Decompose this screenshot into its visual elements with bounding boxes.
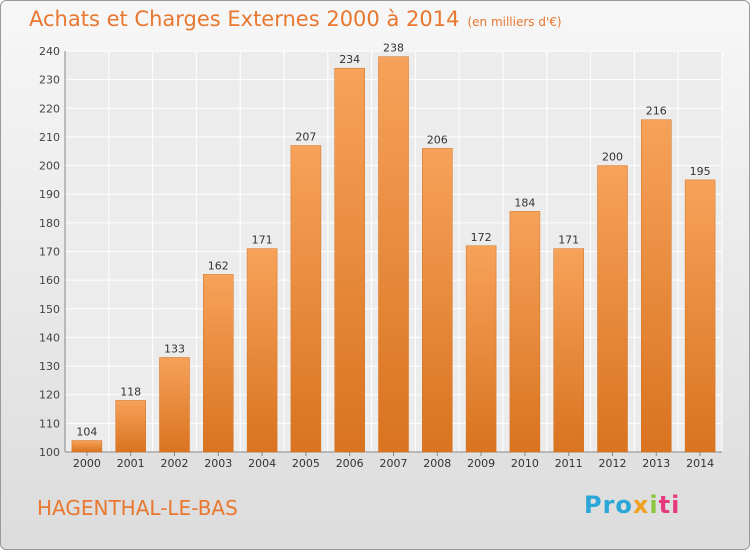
value-label-2007: 238	[383, 42, 404, 55]
bar-2011	[553, 248, 584, 453]
x-tick-label-2004: 2004	[248, 457, 276, 470]
chart-subtitle: (en milliers d'€)	[467, 15, 562, 29]
y-tick-label: 130	[39, 360, 60, 373]
bar-2009	[465, 245, 497, 453]
bar-2008	[422, 148, 453, 453]
x-tick-label-2002: 2002	[161, 457, 189, 470]
y-tick-label: 190	[39, 188, 60, 201]
y-tick-label: 220	[39, 102, 60, 115]
value-label-2008: 206	[427, 133, 448, 146]
x-tick-label-2009: 2009	[467, 457, 495, 470]
value-label-2011: 171	[558, 234, 579, 247]
logo-part-3: i	[649, 491, 659, 519]
chart-title-text: Achats et Charges Externes 2000 à 2014	[29, 7, 460, 31]
y-tick-label: 120	[39, 389, 60, 402]
bar-2005	[290, 145, 322, 453]
logo-part-1: Pro	[584, 491, 633, 519]
x-tick-label-2001: 2001	[117, 457, 145, 470]
value-label-2004: 171	[252, 234, 273, 247]
x-tick-label-2006: 2006	[336, 457, 364, 470]
bar-2001	[115, 400, 146, 453]
value-label-2012: 200	[602, 151, 623, 164]
logo-part-2: x	[632, 491, 650, 519]
chart-title: Achats et Charges Externes 2000 à 2014 (e…	[29, 7, 562, 31]
y-tick-label: 230	[39, 74, 60, 87]
bar-2006	[334, 67, 365, 453]
bar-2003	[203, 274, 234, 453]
y-tick-label: 180	[39, 217, 60, 230]
value-label-2001: 118	[120, 385, 141, 398]
place-name: HAGENTHAL-LE-BAS	[37, 496, 238, 520]
bar-2004	[246, 248, 278, 453]
x-tick-label-2014: 2014	[686, 457, 714, 470]
x-tick-label-2000: 2000	[73, 457, 101, 470]
bar-2000	[71, 440, 103, 453]
value-label-2005: 207	[295, 131, 316, 144]
logo-part-4: ti	[658, 491, 681, 519]
x-tick-label-2011: 2011	[555, 457, 583, 470]
bar-2010	[509, 211, 541, 453]
y-tick-label: 200	[39, 160, 60, 173]
value-label-2014: 195	[690, 165, 711, 178]
y-tick-label: 160	[39, 274, 60, 287]
y-tick-label: 240	[39, 45, 60, 58]
value-label-2000: 104	[76, 426, 97, 439]
y-tick-label: 170	[39, 246, 60, 259]
y-tick-label: 150	[39, 303, 60, 316]
value-label-2006: 234	[339, 53, 360, 66]
bar-2014	[684, 179, 716, 453]
value-label-2003: 162	[208, 259, 229, 272]
x-tick-label-2008: 2008	[423, 457, 451, 470]
bar-2002	[159, 357, 190, 453]
bar-2013	[641, 119, 672, 453]
bar-2007	[378, 56, 409, 453]
y-tick-label: 110	[39, 417, 60, 430]
x-tick-label-2007: 2007	[380, 457, 408, 470]
value-label-2010: 184	[514, 196, 535, 209]
value-label-2002: 133	[164, 342, 185, 355]
x-tick-label-2010: 2010	[511, 457, 539, 470]
value-label-2009: 172	[471, 231, 492, 244]
x-tick-label-2012: 2012	[599, 457, 627, 470]
x-tick-label-2003: 2003	[204, 457, 232, 470]
y-tick-label: 210	[39, 131, 60, 144]
x-tick-label-2005: 2005	[292, 457, 320, 470]
proxiti-logo: Proxiti	[584, 491, 680, 519]
y-tick-label: 140	[39, 331, 60, 344]
bar-2012	[597, 165, 628, 453]
value-label-2013: 216	[646, 105, 667, 118]
x-tick-label-2013: 2013	[642, 457, 670, 470]
y-tick-label: 100	[39, 446, 60, 459]
